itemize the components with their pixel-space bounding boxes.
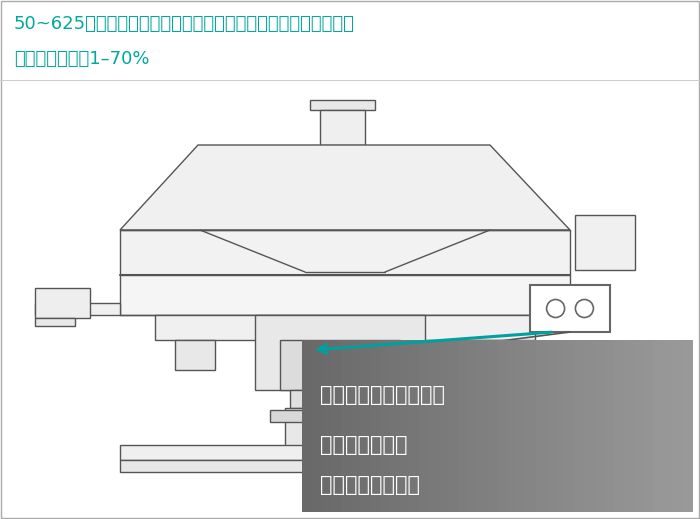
Bar [351,340,361,512]
Bar [280,340,400,390]
Bar [370,340,381,512]
Bar [360,340,371,512]
Bar [320,110,365,145]
Bar [331,340,342,512]
Bar [477,340,489,512]
Bar [35,288,90,318]
Bar [663,340,673,512]
Bar [584,340,596,512]
Bar [312,340,323,512]
Circle shape [547,299,565,318]
Bar [410,340,420,512]
Bar [310,100,375,110]
Bar [604,340,615,512]
Text: 50~625目的筛网分离粉末，能清晰的分离直径邻近的细微颗粒，: 50~625目的筛网分离粉末，能清晰的分离直径邻近的细微颗粒， [14,15,355,33]
Bar [634,340,644,512]
Bar [594,340,606,512]
Bar [120,275,570,315]
Bar [614,340,624,512]
Bar [507,340,517,512]
Bar [120,230,570,275]
Bar [575,215,635,270]
Bar [380,340,391,512]
Bar [120,460,570,472]
Bar [497,340,508,512]
Bar [526,340,537,512]
Bar [517,340,527,512]
Bar [428,340,440,512]
Bar [682,340,693,512]
Bar [321,340,332,512]
Bar [155,315,535,340]
Bar [285,408,395,463]
Circle shape [575,299,594,318]
Bar [643,340,654,512]
Bar [438,340,449,512]
Bar [448,340,459,512]
Bar [530,285,610,332]
Bar [302,340,313,512]
Bar [546,340,556,512]
Bar [468,340,479,512]
Bar [673,340,683,512]
Text: ZHENTAIJIXIE: ZHENTAIJIXIE [270,333,370,348]
Bar [35,303,120,315]
Bar [536,340,547,512]
Bar [341,340,351,512]
Bar [400,340,410,512]
Bar [120,445,570,460]
Bar [653,340,664,512]
Bar [390,340,400,512]
Bar [458,340,469,512]
Text: 加装了超声波筛分系统: 加装了超声波筛分系统 [320,385,445,405]
Bar [487,340,498,512]
Bar [35,318,75,326]
Bar [290,390,390,408]
Bar [624,340,634,512]
Text: 振泰机械: 振泰机械 [276,293,363,327]
Bar [566,340,576,512]
Bar [468,340,508,370]
Polygon shape [120,145,570,230]
Bar [556,340,566,512]
Bar [270,410,410,422]
Bar [575,340,586,512]
Bar [255,315,425,390]
Text: 筛分精度可提高1–70%: 筛分精度可提高1–70% [14,50,150,68]
Bar [419,340,430,512]
Text: 高效解决堵网问题: 高效解决堵网问题 [320,475,420,495]
Text: 具备自洁功能，: 具备自洁功能， [320,435,407,455]
Bar [175,340,215,370]
